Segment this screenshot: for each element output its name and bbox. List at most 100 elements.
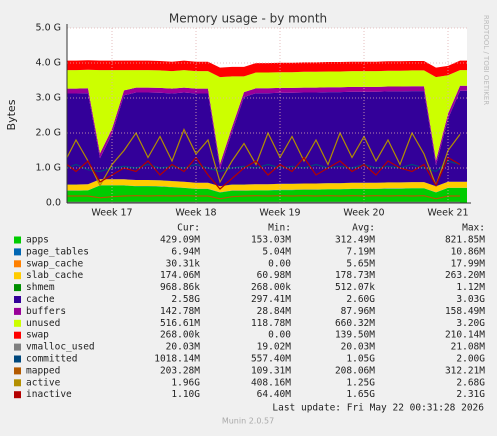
legend-stat: 7.19M	[346, 246, 375, 257]
chart-title: Memory usage - by month	[169, 12, 327, 26]
legend-stat: 2.31G	[456, 389, 485, 400]
area	[67, 179, 467, 193]
legend-stat: 60.98M	[257, 270, 292, 281]
legend-stat: 2.00G	[456, 354, 485, 365]
legend-stat: 408.16M	[251, 377, 291, 388]
legend-stat: 174.06M	[160, 270, 200, 281]
legend-stat: 19.02M	[257, 342, 292, 353]
legend-label: swap	[26, 330, 49, 341]
legend-header: Max:	[462, 223, 485, 234]
x-tick-label: Week 17	[91, 208, 132, 219]
legend-swatch	[14, 343, 21, 351]
x-tick-label: Week 21	[427, 208, 468, 219]
area	[67, 60, 467, 78]
legend-stat: 6.94M	[171, 246, 200, 257]
legend-stat: 1.65G	[346, 389, 375, 400]
legend-stat: 0.00	[268, 330, 291, 341]
legend-label: committed	[26, 354, 77, 365]
legend-stat: 557.40M	[251, 354, 291, 365]
legend-label: vmalloc_used	[26, 342, 95, 353]
y-tick-label: 3.0 G	[36, 93, 62, 104]
legend-stat: 312.49M	[335, 235, 375, 246]
y-tick-label: 2.0 G	[36, 128, 62, 139]
legend-swatch	[14, 260, 21, 268]
legend-swatch	[14, 272, 21, 280]
area	[67, 69, 467, 164]
legend-header: Min:	[268, 223, 291, 234]
legend-label: shmem	[26, 282, 55, 293]
legend-swatch	[14, 236, 21, 244]
x-tick-label: Week 19	[259, 208, 300, 219]
legend-stat: 158.49M	[445, 306, 485, 317]
line	[67, 195, 460, 200]
y-tick-label: 0.0	[46, 198, 61, 209]
legend-label: unused	[26, 318, 60, 329]
legend-swatch	[14, 319, 21, 327]
line	[66, 160, 461, 173]
legend-stat: 118.78M	[251, 318, 291, 329]
side-label: RRDTOOL / TOBI OETIKER	[482, 15, 490, 105]
legend-stat: 0.00	[268, 258, 291, 269]
legend-stat: 210.14M	[445, 330, 485, 341]
legend-stat: 1018.14M	[154, 354, 200, 365]
legend-swatch	[14, 355, 21, 363]
legend-stat: 429.09M	[160, 235, 200, 246]
legend-stat: 64.40M	[257, 389, 292, 400]
legend-stat: 1.05G	[346, 354, 375, 365]
legend-label: cache	[26, 294, 55, 305]
legend-stat: 21.08M	[451, 342, 486, 353]
legend-stat: 312.21M	[445, 365, 485, 376]
legend-header: Avg:	[352, 223, 375, 234]
legend-stat: 821.85M	[445, 235, 485, 246]
legend-stat: 516.61M	[160, 318, 200, 329]
x-tick-label: Week 18	[175, 208, 216, 219]
legend-stat: 268.00k	[160, 330, 200, 341]
legend-stat: 87.96M	[341, 306, 376, 317]
legend-stat: 10.86M	[451, 246, 486, 257]
y-tick-label: 4.0 G	[36, 58, 62, 69]
y-axis-label: Bytes	[5, 99, 18, 130]
legend-stat: 17.99M	[451, 258, 486, 269]
y-tick-label: 1.0 G	[36, 163, 62, 174]
legend-stat: 660.32M	[335, 318, 375, 329]
legend-stat: 268.00k	[251, 282, 291, 293]
legend-stat: 1.12M	[456, 282, 485, 293]
legend-stat: 109.31M	[251, 365, 291, 376]
legend-header: Cur:	[177, 223, 200, 234]
legend-label: slab_cache	[26, 270, 83, 281]
y-tick-label: 5.0 G	[36, 23, 62, 34]
legend-stat: 142.78M	[160, 306, 200, 317]
legend-swatch	[14, 379, 21, 387]
legend-label: mapped	[26, 365, 60, 376]
legend-stat: 208.06M	[335, 365, 375, 376]
footer: Munin 2.0.57	[222, 417, 274, 426]
legend-stat: 1.96G	[171, 377, 200, 388]
legend-stat: 968.86k	[160, 282, 200, 293]
legend-stat: 5.65M	[346, 258, 375, 269]
legend-label: inactive	[26, 389, 72, 400]
last-update: Last update: Fri May 22 00:31:28 2026	[272, 403, 484, 414]
legend-stat: 263.20M	[445, 270, 485, 281]
x-tick-label: Week 20	[343, 208, 384, 219]
legend-label: swap_cache	[26, 258, 83, 269]
line	[66, 127, 461, 188]
legend-stat: 20.03M	[166, 342, 201, 353]
legend-stat: 297.41M	[251, 294, 291, 305]
legend-stat: 2.60G	[346, 294, 375, 305]
legend-stat: 1.25G	[346, 377, 375, 388]
legend-stat: 28.84M	[257, 306, 292, 317]
legend-stat: 203.28M	[160, 365, 200, 376]
legend-stat: 20.03M	[341, 342, 376, 353]
legend-swatch	[14, 307, 21, 315]
legend: Cur: Min: Avg: Max: apps 429.09M 153.03M 312.49…	[14, 223, 486, 400]
legend-swatch	[14, 248, 21, 256]
legend-stat: 3.20G	[456, 318, 485, 329]
legend-stat: 3.03G	[456, 294, 485, 305]
legend-stat: 178.73M	[335, 270, 375, 281]
legend-swatch	[14, 391, 21, 399]
legend-stat: 2.58G	[171, 294, 200, 305]
legend-swatch	[14, 331, 21, 339]
area	[67, 90, 467, 187]
legend-stat: 139.50M	[335, 330, 375, 341]
